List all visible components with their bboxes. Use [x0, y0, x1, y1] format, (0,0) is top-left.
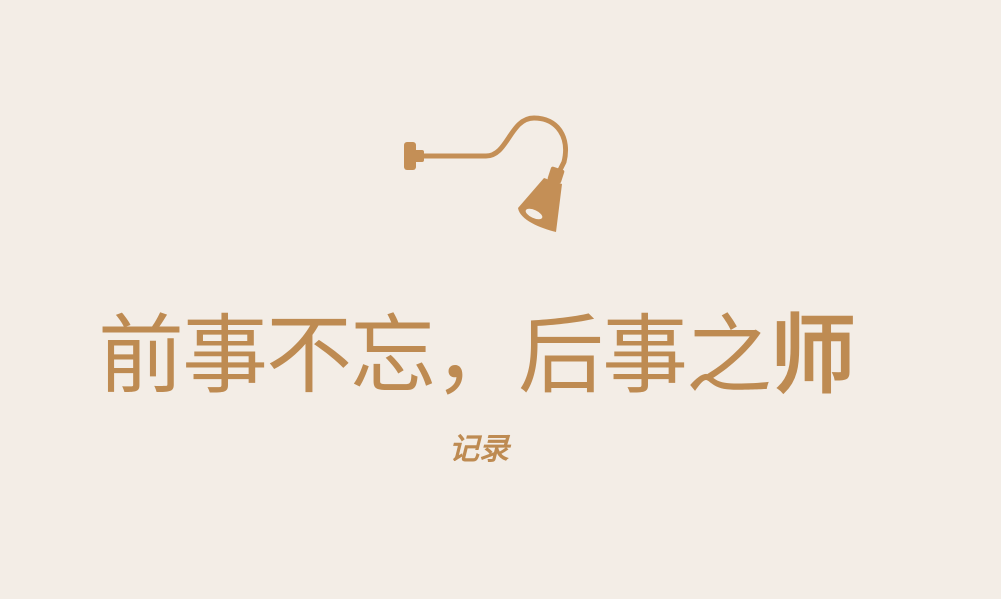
wall-lamp-icon	[398, 110, 574, 238]
headline-text: 前事不忘，后事之师	[98, 306, 856, 406]
subtitle: 记录	[449, 432, 509, 467]
headline-last-char: 师	[770, 306, 856, 406]
headline: 前事不忘，后事之师	[0, 306, 1001, 416]
headline-main: 前事不忘，后事之	[98, 306, 772, 406]
